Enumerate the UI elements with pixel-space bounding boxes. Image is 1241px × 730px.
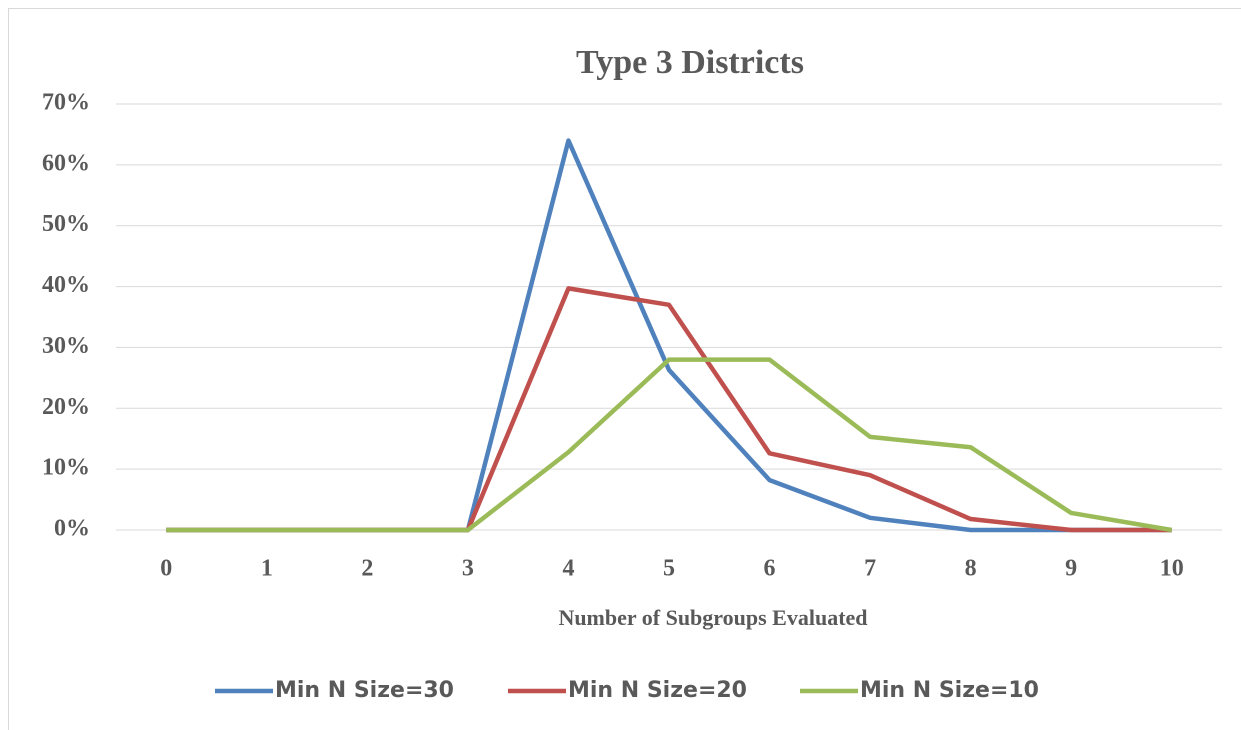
chart-border	[8, 8, 1241, 730]
y-tick-label: 40%	[42, 272, 90, 298]
chart-title: Type 3 Districts	[576, 44, 804, 81]
series-line	[166, 357, 1173, 533]
x-tick-label: 3	[462, 556, 474, 582]
y-tick-label: 30%	[42, 333, 90, 359]
x-tick-label: 1	[261, 556, 273, 582]
legend-label: Min N Size=10	[860, 678, 1039, 703]
y-tick-label: 20%	[42, 394, 90, 420]
y-tick-label: 0%	[54, 516, 90, 542]
series-line	[166, 286, 1172, 533]
y-tick-label: 60%	[42, 150, 90, 176]
x-tick-label: 6	[764, 556, 776, 582]
x-tick-label: 2	[361, 556, 373, 582]
x-tick-label: 4	[562, 556, 574, 582]
x-tick-label: 10	[1160, 556, 1184, 582]
x-tick-label: 9	[1065, 556, 1077, 582]
x-tick-label: 0	[160, 556, 172, 582]
legend-label: Min N Size=20	[568, 678, 747, 703]
y-tick-label: 10%	[42, 455, 90, 481]
x-tick-label: 7	[864, 556, 876, 582]
y-tick-label: 50%	[42, 211, 90, 237]
x-tick-label: 5	[663, 556, 675, 582]
y-tick-label: 70%	[42, 90, 90, 116]
x-axis-label: Number of Subgroups Evaluated	[558, 605, 867, 630]
x-tick-label: 8	[965, 556, 977, 582]
legend-label: Min N Size=30	[275, 678, 454, 703]
series-line	[166, 138, 1172, 533]
